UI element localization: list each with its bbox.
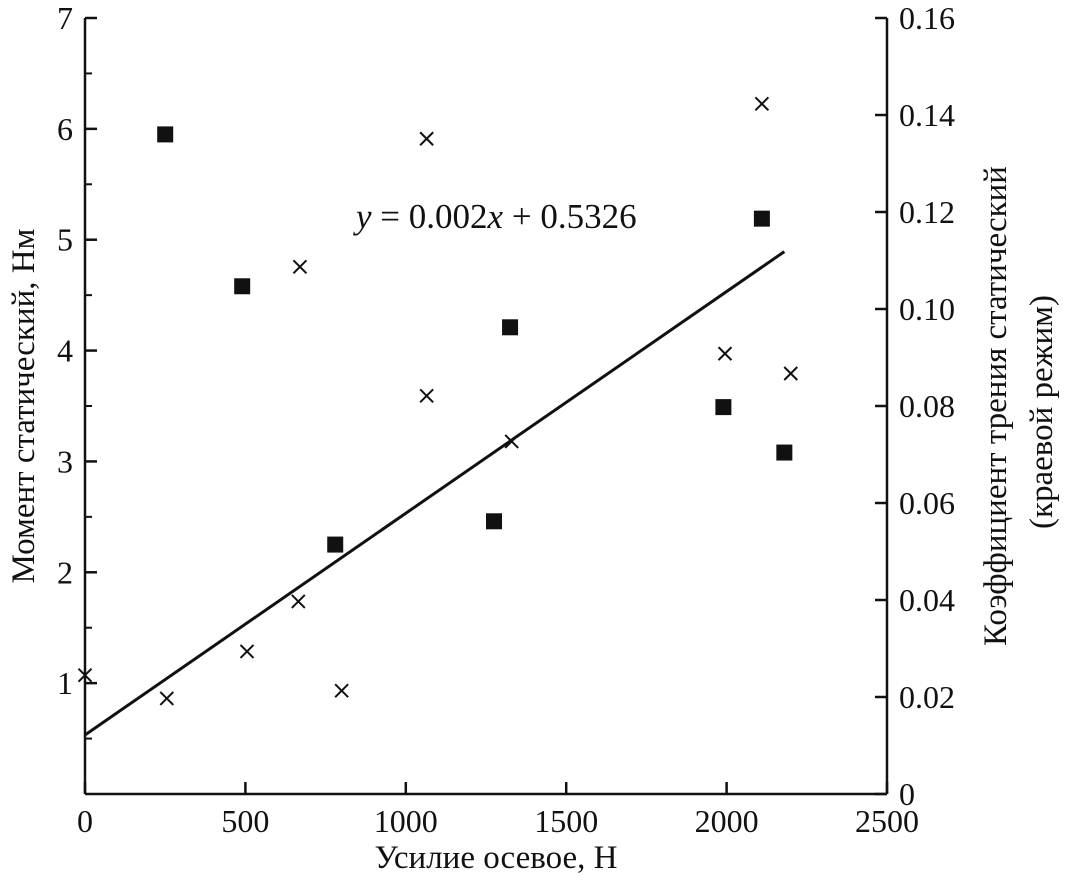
x-axis-title: Усилие осевое, Н bbox=[375, 840, 618, 876]
square-marker bbox=[486, 513, 503, 530]
square-marker bbox=[234, 278, 251, 295]
square-marker bbox=[327, 536, 344, 553]
y2-tick-label: 0.04 bbox=[899, 582, 955, 618]
x-tick-label: 2500 bbox=[855, 803, 919, 839]
axes-layer bbox=[83, 18, 889, 796]
cross-marker bbox=[419, 388, 434, 404]
cross-marker-stroke bbox=[783, 366, 798, 381]
y-tick-label: 1 bbox=[57, 665, 73, 701]
cross-marker bbox=[717, 346, 733, 361]
equation-y-var: y bbox=[353, 197, 372, 236]
cross-marker bbox=[334, 683, 349, 698]
cross-marker-stroke bbox=[291, 594, 306, 609]
cross-marker bbox=[419, 131, 434, 146]
square-marker bbox=[715, 399, 732, 416]
y2-tick-label: 0.10 bbox=[899, 291, 955, 327]
cross-marker-stroke bbox=[419, 388, 434, 404]
x-tick-label: 0 bbox=[77, 803, 93, 839]
x-tick-label: 1000 bbox=[374, 803, 438, 839]
cross-marker bbox=[783, 366, 798, 381]
data-layer bbox=[77, 96, 798, 737]
y2-axis-title-line2: (краевой режим) bbox=[1024, 295, 1060, 529]
y-tick-label: 4 bbox=[57, 333, 73, 369]
cross-marker-stroke bbox=[504, 434, 519, 449]
cross-marker-stroke bbox=[159, 691, 175, 706]
cross-marker bbox=[292, 259, 308, 275]
y2-tick-label: 0.16 bbox=[899, 0, 955, 36]
y2-tick-label: 0.14 bbox=[899, 97, 955, 133]
cross-marker bbox=[159, 691, 175, 706]
cross-marker-stroke bbox=[334, 683, 349, 698]
square-marker bbox=[157, 126, 174, 143]
y-tick-label: 7 bbox=[57, 0, 73, 36]
y2-tick-label: 0.06 bbox=[899, 485, 955, 521]
y2-tick-label: 0.02 bbox=[899, 679, 955, 715]
y-tick-label: 6 bbox=[57, 111, 73, 147]
cross-marker bbox=[77, 667, 93, 683]
y-tick-label: 5 bbox=[57, 222, 73, 258]
x-tick-label: 2000 bbox=[695, 803, 759, 839]
cross-marker-stroke bbox=[754, 96, 770, 112]
y-tick-label: 2 bbox=[57, 554, 73, 590]
cross-marker-stroke bbox=[717, 346, 733, 361]
equation-slope: = 0.002 bbox=[372, 197, 488, 236]
cross-marker-stroke bbox=[239, 644, 255, 659]
equation-x-var: x bbox=[487, 197, 504, 236]
cross-marker bbox=[504, 434, 519, 449]
x-tick-label: 500 bbox=[221, 803, 269, 839]
x-tick-label: 1500 bbox=[534, 803, 598, 839]
cross-marker bbox=[239, 644, 255, 659]
square-marker bbox=[776, 444, 793, 461]
square-marker bbox=[753, 210, 770, 227]
cross-marker bbox=[291, 594, 306, 609]
cross-marker-stroke bbox=[77, 667, 93, 683]
y2-axis-title-line1: Коэффициент трения статический bbox=[978, 166, 1014, 646]
ticks-layer: 0 500 1000 1500 2000 2500 1 2 3 4 5 6 7 0 0.02 0.04 0.06… bbox=[57, 0, 955, 839]
square-marker bbox=[502, 319, 519, 336]
y2-tick-label: 0.12 bbox=[899, 194, 955, 230]
y2-tick-label: 0 bbox=[899, 776, 915, 812]
y2-tick-label: 0.08 bbox=[899, 388, 955, 424]
y-axis-title: Момент статический, Нм bbox=[6, 228, 42, 583]
cross-marker-stroke bbox=[292, 259, 308, 275]
y-tick-label: 3 bbox=[57, 443, 73, 479]
equation-intercept: + 0.5326 bbox=[503, 197, 637, 236]
trendline-equation: y = 0.002x + 0.5326 bbox=[353, 197, 637, 236]
cross-marker bbox=[754, 96, 770, 112]
cross-marker-stroke bbox=[419, 131, 434, 146]
trendline bbox=[84, 250, 786, 737]
